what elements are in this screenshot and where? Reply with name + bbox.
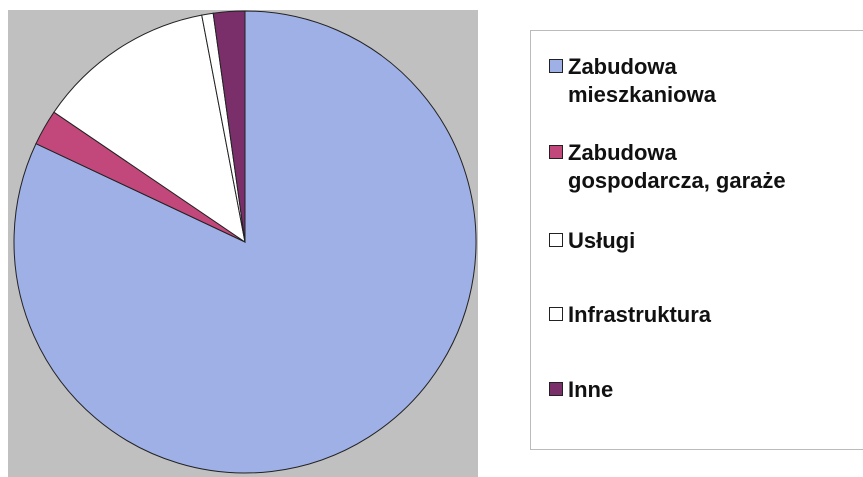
legend-item: Usługi: [549, 227, 635, 255]
legend-label: Zabudowa gospodarcza, garaże: [568, 140, 786, 193]
legend-label: Inne: [568, 377, 614, 402]
legend-swatch: [549, 307, 563, 321]
legend-swatch: [549, 233, 563, 247]
legend-label: Usługi: [568, 228, 636, 253]
legend-label: Infrastruktura: [568, 302, 712, 327]
legend-item: Zabudowa mieszkaniowa: [549, 53, 808, 109]
legend: Zabudowa mieszkaniowa Zabudowa gospodarcz…: [530, 30, 863, 450]
pie-slice: [13, 10, 477, 474]
legend-swatch: [549, 59, 563, 73]
legend-item: Zabudowa gospodarcza, garaże: [549, 139, 808, 195]
legend-swatch: [549, 382, 563, 396]
pie-slice: [53, 14, 246, 244]
legend-swatch: [549, 145, 563, 159]
pie-slice: [212, 10, 246, 243]
legend-item: Infrastruktura: [549, 301, 711, 329]
legend-item: Inne: [549, 376, 613, 404]
chart: [8, 10, 478, 477]
legend-label: Zabudowa mieszkaniowa: [568, 54, 716, 107]
